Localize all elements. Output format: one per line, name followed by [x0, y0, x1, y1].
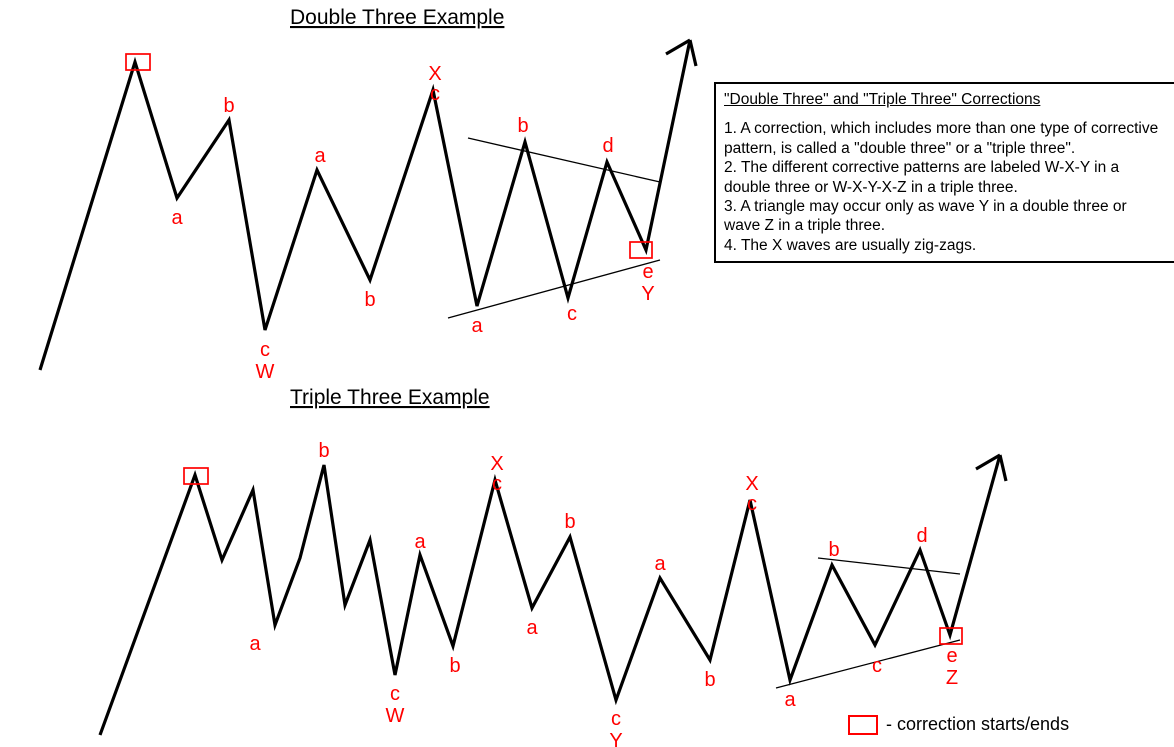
wave-label: d — [916, 525, 927, 547]
wave-label: W — [386, 705, 405, 727]
wave-label: c — [611, 708, 621, 730]
wave-label: b — [364, 289, 375, 311]
wave-label: c — [567, 303, 577, 325]
wave-label: c — [430, 83, 440, 105]
wave-label: W — [256, 361, 275, 383]
wave-label: b — [704, 669, 715, 691]
wave-label: c — [492, 473, 502, 495]
legend-marker — [848, 715, 878, 735]
chart-title: Triple Three Example — [290, 386, 490, 409]
wave-label: a — [314, 145, 326, 167]
wave-label: d — [602, 135, 613, 157]
wave-path — [100, 455, 1000, 735]
wave-label: Y — [641, 283, 654, 305]
wave-label: b — [449, 655, 460, 677]
arrow-wing — [1000, 455, 1006, 481]
wave-label: c — [260, 339, 270, 361]
info-box-item: 2. The different corrective patterns are… — [724, 158, 1166, 197]
wave-label: a — [414, 531, 426, 553]
wave-label: a — [654, 553, 666, 575]
wave-label: b — [318, 440, 329, 462]
wave-label: c — [872, 655, 882, 677]
info-box-item: 1. A correction, which includes more tha… — [724, 119, 1166, 158]
wave-label: a — [471, 315, 483, 337]
wave-label: X — [490, 453, 503, 475]
wave-label: c — [390, 683, 400, 705]
wave-label: e — [946, 645, 957, 667]
wave-label: X — [745, 473, 758, 495]
wave-label: Z — [946, 667, 958, 689]
info-box: "Double Three" and "Triple Three" Correc… — [714, 82, 1174, 263]
chart-title: Double Three Example — [290, 6, 504, 29]
info-box-title: "Double Three" and "Triple Three" Correc… — [724, 90, 1166, 109]
wave-label: e — [642, 261, 653, 283]
wave-path — [40, 40, 690, 370]
info-box-item: 4. The X waves are usually zig-zags. — [724, 236, 1166, 255]
wave-label: a — [526, 617, 538, 639]
trend-line — [468, 138, 660, 182]
legend-text: - correction starts/ends — [886, 714, 1069, 735]
wave-label: X — [428, 63, 441, 85]
arrow-wing — [690, 40, 696, 66]
wave-label: a — [249, 633, 261, 655]
wave-label: b — [517, 115, 528, 137]
wave-label: b — [828, 539, 839, 561]
wave-label: c — [747, 493, 757, 515]
info-box-item: 3. A triangle may occur only as wave Y i… — [724, 197, 1166, 236]
trend-line — [448, 260, 660, 318]
wave-label: a — [784, 689, 796, 711]
wave-label: b — [223, 95, 234, 117]
wave-label: b — [564, 511, 575, 533]
wave-label: a — [171, 207, 183, 229]
legend: - correction starts/ends — [848, 714, 1069, 735]
wave-label: Y — [609, 730, 622, 747]
